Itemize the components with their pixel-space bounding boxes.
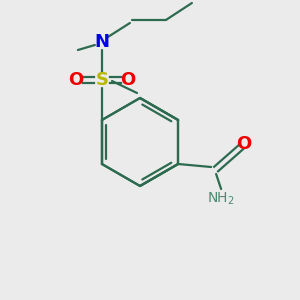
Text: N: N [94,33,110,51]
Text: S: S [95,71,108,89]
Text: NH$_2$: NH$_2$ [207,191,235,207]
Text: O: O [68,71,83,89]
Text: O: O [120,71,136,89]
Text: O: O [236,135,252,153]
